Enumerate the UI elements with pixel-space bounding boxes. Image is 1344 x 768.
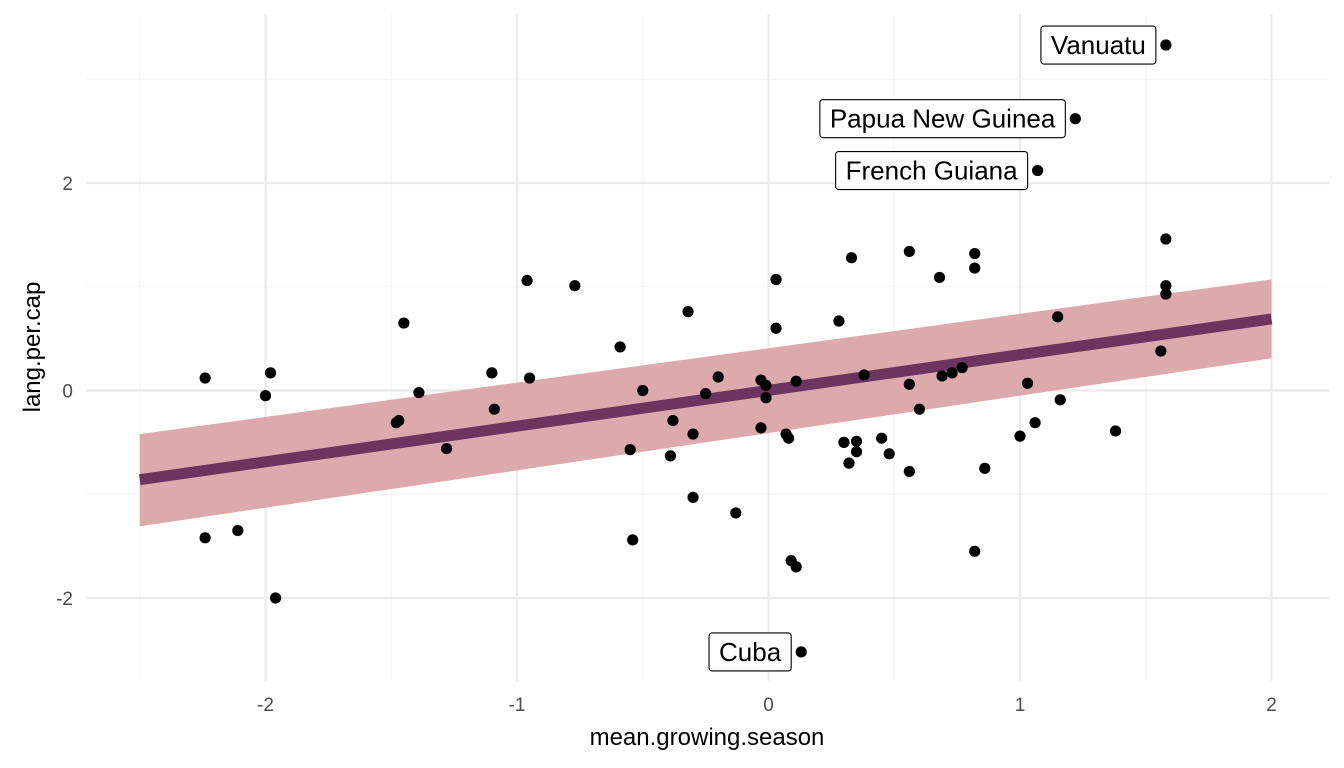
- data-point: [933, 271, 946, 284]
- y-tick-label: 2: [62, 174, 73, 195]
- data-point: [259, 390, 272, 402]
- data-point: [858, 369, 870, 381]
- data-point: [979, 462, 991, 474]
- data-point: [1069, 113, 1081, 125]
- data-point: [712, 371, 724, 383]
- data-point: [903, 465, 915, 478]
- data-point: [1109, 425, 1122, 437]
- data-point: [760, 379, 772, 391]
- fit-line-layer: [138, 313, 1273, 486]
- data-point: [614, 341, 626, 353]
- data-point: [838, 436, 850, 448]
- point-label-text: French Guiana: [846, 156, 1019, 186]
- data-point: [700, 388, 712, 400]
- data-point: [946, 367, 958, 379]
- data-point: [913, 403, 926, 415]
- data-point: [760, 392, 772, 404]
- data-point: [413, 386, 425, 399]
- data-point: [903, 245, 915, 258]
- data-point: [1054, 394, 1066, 406]
- data-point: [1032, 164, 1044, 177]
- data-point: [770, 273, 782, 286]
- point-labels-layer: French Guiana Papua New Guinea Vanuatu Cuba: [708, 25, 1157, 672]
- data-point: [488, 403, 500, 415]
- data-point: [1021, 377, 1034, 389]
- data-point: [883, 448, 895, 460]
- data-point: [956, 362, 968, 374]
- data-point: [624, 444, 636, 456]
- data-point: [1052, 311, 1064, 323]
- data-point: [1160, 280, 1172, 292]
- point-label: Vanuatu: [1040, 25, 1157, 65]
- point-label-text: Vanuatu: [1051, 30, 1146, 60]
- point-label-text: Papua New Guinea: [830, 104, 1056, 134]
- data-point: [783, 432, 795, 444]
- x-tick-label: -1: [509, 695, 526, 716]
- point-label: Cuba: [708, 632, 792, 672]
- data-point: [833, 315, 845, 327]
- data-point: [969, 247, 981, 260]
- data-point: [199, 532, 211, 544]
- data-point: [637, 384, 649, 397]
- data-point: [627, 534, 639, 546]
- point-label-text: Cuba: [719, 637, 782, 667]
- data-point: [521, 274, 533, 287]
- data-point: [969, 545, 981, 557]
- data-point: [393, 414, 405, 427]
- data-point: [969, 262, 981, 274]
- data-point: [1029, 417, 1041, 429]
- y-axis-title: lang.per.cap: [19, 282, 46, 413]
- x-tick-label: 1: [1015, 695, 1026, 716]
- data-point: [755, 422, 767, 434]
- data-point: [790, 375, 802, 387]
- data-point: [845, 252, 858, 264]
- x-axis-title: mean.growing.season: [590, 724, 825, 751]
- data-point: [687, 491, 699, 503]
- point-label-box: [819, 99, 1066, 139]
- data-point: [1160, 288, 1172, 300]
- data-point: [440, 443, 453, 455]
- data-point: [1155, 345, 1167, 357]
- data-point: [936, 370, 948, 382]
- fit-line: [138, 313, 1273, 486]
- data-point: [876, 432, 888, 444]
- point-label-box: [835, 151, 1029, 191]
- point-label: Papua New Guinea: [819, 99, 1066, 139]
- data-point: [903, 378, 915, 390]
- data-point: [232, 524, 244, 537]
- y-axis-ticks: -2 0 2: [56, 174, 73, 610]
- point-label-box: [1040, 25, 1157, 65]
- data-point: [264, 367, 277, 379]
- x-tick-label: -2: [257, 695, 274, 716]
- x-axis-ticks: -2 -1 0 1 2: [257, 695, 1277, 716]
- x-tick-label: 2: [1266, 695, 1277, 716]
- data-point: [790, 561, 802, 573]
- data-point: [682, 306, 694, 318]
- x-tick-label: 0: [763, 695, 774, 716]
- point-label-box: [708, 632, 792, 672]
- data-point: [269, 592, 282, 604]
- data-point: [398, 317, 410, 329]
- data-point: [843, 457, 855, 469]
- data-point: [850, 446, 863, 458]
- data-point: [687, 428, 699, 440]
- data-point: [795, 646, 807, 658]
- data-point: [199, 372, 211, 384]
- data-point: [486, 367, 498, 379]
- data-point: [1160, 39, 1172, 51]
- y-tick-label: 0: [62, 382, 73, 403]
- data-point: [730, 507, 742, 519]
- data-point: [667, 414, 679, 427]
- data-point: [523, 372, 536, 384]
- y-tick-label: -2: [56, 589, 73, 610]
- data-points-layer: [199, 39, 1172, 658]
- data-point: [770, 322, 782, 334]
- data-point: [850, 435, 863, 447]
- point-label: French Guiana: [835, 151, 1029, 191]
- data-point: [664, 450, 677, 462]
- data-point: [1160, 233, 1172, 245]
- data-point: [1014, 430, 1026, 442]
- data-point: [569, 280, 581, 292]
